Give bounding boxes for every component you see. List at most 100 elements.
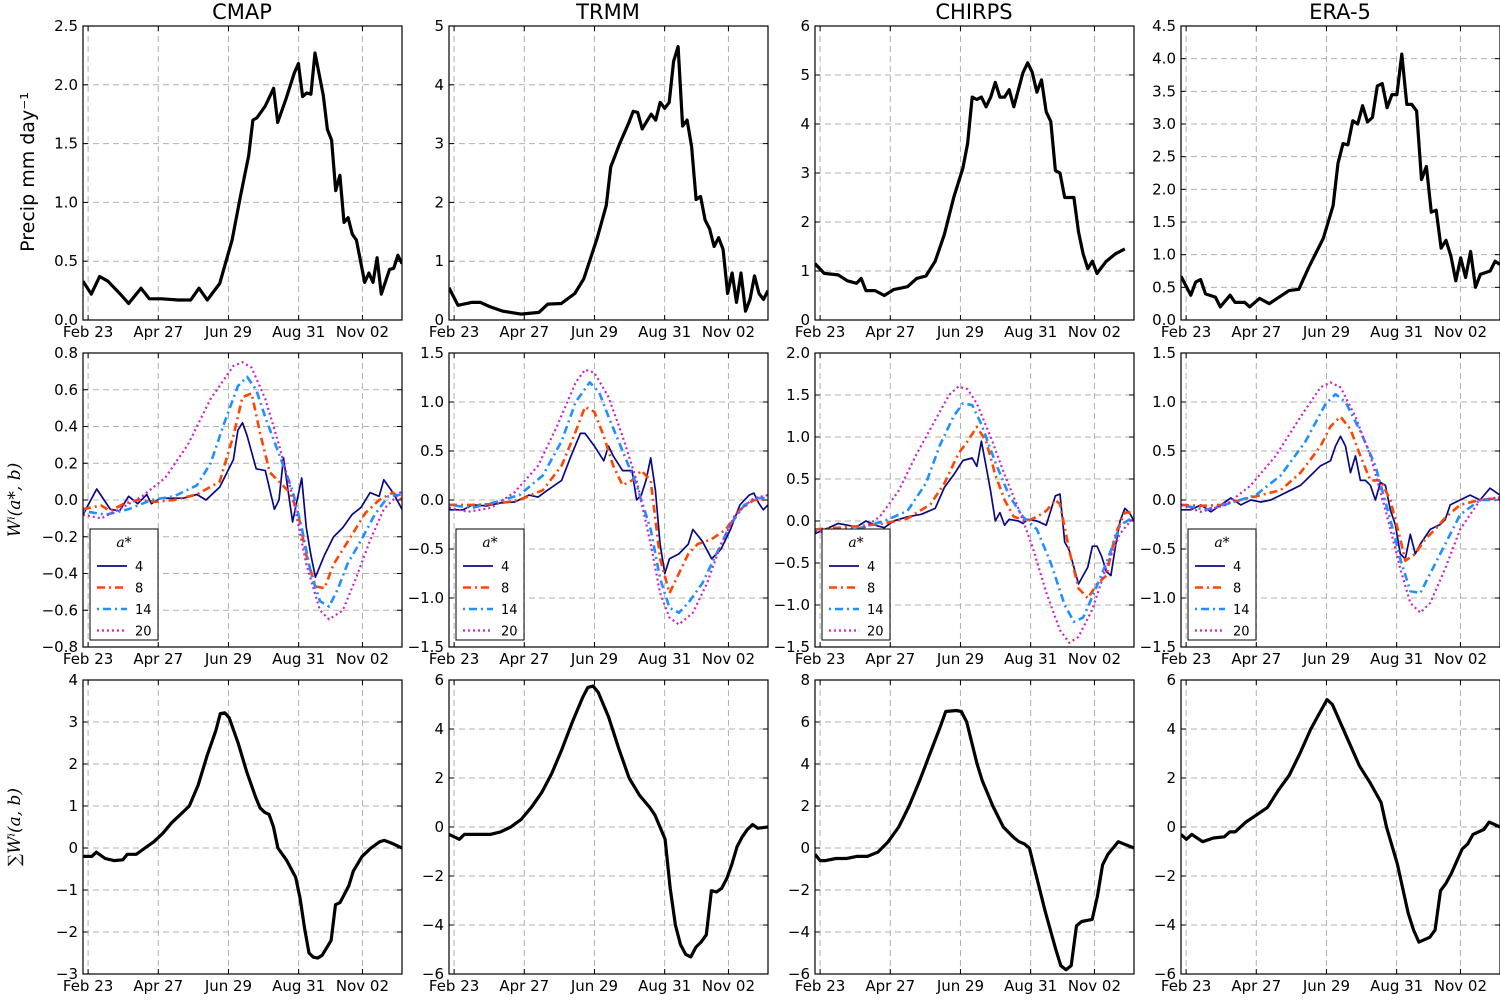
ytick-label: 0.4	[54, 418, 78, 436]
ytick-label: −1.0	[408, 589, 444, 607]
xtick-label: Apr 27	[499, 977, 549, 995]
panel-5: −1.5 −1.0 −0.5 0.0 0.5 1.0 1.5 Feb 23 Apr 27 Jun …	[408, 344, 769, 668]
ytick-label: 0	[434, 818, 444, 836]
xtick-label: Aug 31	[1370, 977, 1423, 995]
panel-11: −6 −4 −2 0 2 4 6 Feb 23 Apr 27 Jun 29 Aug 31 Nov 02	[1154, 671, 1500, 995]
series-line	[815, 708, 1134, 972]
legend-label-20: 20	[501, 625, 518, 640]
xtick-label: Aug 31	[638, 650, 691, 668]
ytick-label: 0.0	[54, 311, 78, 329]
series-line-20	[449, 368, 768, 626]
xtick-label: Jun 29	[1302, 650, 1350, 668]
legend-label-14: 14	[135, 603, 152, 618]
xtick-label: Aug 31	[638, 977, 691, 995]
ytick-label: 1.0	[54, 193, 78, 211]
ytick-label: 2	[1166, 769, 1176, 787]
ytick-label: −4	[1154, 916, 1176, 934]
xtick-label: Aug 31	[1370, 650, 1423, 668]
ytick-label: −0.2	[42, 528, 78, 546]
ytick-label: 0.8	[54, 344, 78, 362]
ytick-label: 2.0	[54, 76, 78, 94]
column-title-chirps: CHIRPS	[935, 0, 1012, 24]
ytick-label: 1.0	[1152, 393, 1176, 411]
xtick-label: Nov 02	[702, 650, 755, 668]
xtick-label: Nov 02	[702, 323, 755, 341]
ytick-label: −0.8	[42, 638, 78, 656]
ytick-label: 0.5	[786, 470, 810, 488]
panel-9: −6 −4 −2 0 2 4 6 Feb 23 Apr 27 Jun 29 Aug 31 Nov 02	[422, 671, 769, 995]
legend-label-14: 14	[867, 603, 884, 618]
series-line-8	[1181, 415, 1500, 563]
ytick-label: 3.5	[1152, 82, 1176, 100]
ytick-label: −2	[1154, 867, 1176, 885]
series-line	[83, 711, 402, 960]
ytick-label: 5	[434, 17, 444, 35]
ytick-label: 1.5	[1152, 213, 1176, 231]
ytick-label: 1	[434, 252, 444, 270]
axes-frame	[82, 352, 403, 648]
panel-0: 0.0 0.5 1.0 1.5 2.0 2.5 Feb 23 Apr 27 Jun 29 Aug …	[54, 17, 403, 341]
xtick-label: Apr 27	[133, 323, 183, 341]
column-title-era5: ERA-5	[1309, 0, 1371, 24]
series-line-4	[449, 432, 768, 575]
xtick-label: Nov 02	[1068, 323, 1121, 341]
series-line	[83, 51, 402, 306]
ytick-label: 8	[800, 671, 810, 689]
ytick-label: 1	[68, 797, 78, 815]
column-title-cmap: CMAP	[212, 0, 272, 24]
series-line-14	[815, 402, 1134, 624]
ytick-label: −0.6	[42, 601, 78, 619]
series-line	[1181, 697, 1500, 944]
xtick-label: Jun 29	[204, 977, 252, 995]
legend-label-20: 20	[1233, 625, 1250, 640]
series-line-4	[1181, 435, 1500, 560]
xtick-label: Apr 27	[1231, 650, 1281, 668]
xtick-label: Apr 27	[865, 323, 915, 341]
ytick-label: 0.2	[54, 454, 78, 472]
xtick-label: Aug 31	[638, 323, 691, 341]
series-line	[449, 44, 768, 316]
ytick-label: 1.0	[1152, 246, 1176, 264]
ytick-label: −6	[1154, 965, 1176, 983]
xtick-label: Jun 29	[570, 977, 618, 995]
ytick-label: 3	[434, 135, 444, 153]
xtick-label: Nov 02	[336, 977, 389, 995]
xtick-label: Apr 27	[133, 650, 183, 668]
ytick-label: −1.5	[774, 638, 810, 656]
series-line-8	[449, 405, 768, 595]
series-line-14	[1181, 392, 1500, 595]
axes-frame	[448, 679, 769, 975]
axes-frame	[814, 679, 1135, 975]
legend-label-8: 8	[501, 582, 509, 597]
ytick-label: 6	[800, 17, 810, 35]
ytick-label: −0.4	[42, 565, 78, 583]
xtick-label: Feb 23	[429, 977, 479, 995]
ytick-label: 4.5	[1152, 17, 1176, 35]
ytick-label: 3.0	[1152, 115, 1176, 133]
ytick-label: −3	[56, 965, 78, 983]
series-line-20	[83, 361, 402, 621]
xtick-label: Aug 31	[1004, 323, 1057, 341]
xtick-label: Aug 31	[272, 650, 325, 668]
xtick-label: Apr 27	[1231, 323, 1281, 341]
xtick-label: Nov 02	[702, 977, 755, 995]
legend: a* 4 8 14 20	[1187, 528, 1257, 641]
xtick-label: Feb 23	[1161, 323, 1211, 341]
legend-title: a*	[1214, 535, 1229, 551]
ytick-label: 3	[68, 713, 78, 731]
ytick-label: 4	[68, 671, 78, 689]
axes-frame	[448, 25, 769, 321]
series-line-8	[815, 425, 1134, 600]
ylabel-precip: Precip mm day⁻¹	[17, 92, 39, 252]
xtick-label: Nov 02	[336, 323, 389, 341]
legend-label-20: 20	[867, 625, 884, 640]
xtick-label: Aug 31	[272, 323, 325, 341]
axes-frame	[82, 25, 403, 321]
legend-title: a*	[848, 535, 863, 551]
legend-label-14: 14	[501, 603, 518, 618]
ytick-label: −1.5	[1140, 638, 1176, 656]
ytick-label: −0.5	[408, 540, 444, 558]
xtick-label: Apr 27	[1231, 977, 1281, 995]
xtick-label: Jun 29	[936, 323, 984, 341]
